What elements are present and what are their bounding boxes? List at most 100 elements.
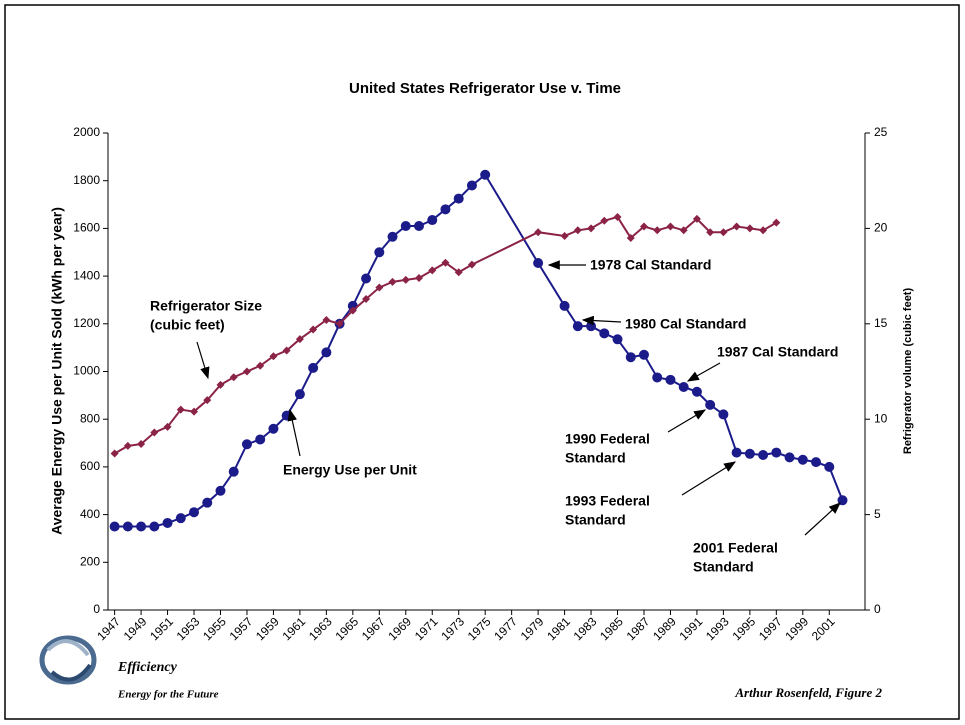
- point: [255, 434, 266, 445]
- y-tick-label: 600: [80, 459, 100, 473]
- y2-tick-label: 5: [874, 507, 881, 521]
- point: [599, 328, 610, 339]
- point: [401, 275, 410, 284]
- point: [719, 228, 728, 237]
- point: [216, 380, 225, 389]
- point: [163, 422, 172, 431]
- point: [559, 300, 570, 311]
- point: [666, 222, 675, 231]
- x-tick-label: 1953: [174, 614, 203, 643]
- point: [150, 428, 159, 437]
- point: [175, 513, 186, 524]
- point: [811, 457, 822, 468]
- annotation: Refrigerator Size: [150, 298, 262, 314]
- point: [771, 447, 782, 458]
- y-tick-label: 400: [80, 507, 100, 521]
- point: [679, 226, 688, 235]
- point: [587, 224, 596, 233]
- annotation: 1980 Cal Standard: [625, 316, 746, 332]
- y-tick-label: 1800: [73, 173, 100, 187]
- point: [348, 306, 357, 315]
- point: [718, 409, 729, 420]
- x-tick-label: 1979: [518, 614, 547, 643]
- annotation: Energy Use per Unit: [283, 462, 417, 478]
- point: [759, 226, 768, 235]
- x-tick-label: 1973: [438, 614, 467, 643]
- point: [228, 466, 239, 477]
- point: [784, 452, 795, 463]
- point: [322, 315, 331, 324]
- annotation: Standard: [565, 450, 626, 466]
- x-tick-label: 1971: [412, 614, 441, 643]
- y-tick-label: 2000: [73, 125, 100, 139]
- point: [626, 233, 635, 242]
- x-tick-label: 1949: [121, 614, 150, 643]
- point: [638, 349, 649, 360]
- point: [653, 226, 662, 235]
- point: [639, 222, 648, 231]
- point: [533, 257, 544, 268]
- annotation: 2001 Federal: [693, 540, 778, 556]
- point: [110, 449, 119, 458]
- x-tick-label: 1987: [624, 614, 653, 643]
- point: [123, 441, 132, 450]
- x-tick-label: 1995: [729, 614, 758, 643]
- chart-title: United States Refrigerator Use v. Time: [349, 80, 621, 97]
- point: [797, 454, 808, 465]
- point: [586, 321, 597, 332]
- annotation-arrow: [287, 408, 301, 457]
- point: [294, 389, 305, 400]
- series-line: [114, 173, 844, 528]
- y2-tick-label: 10: [874, 411, 888, 425]
- point: [612, 334, 623, 345]
- x-tick-label: 1961: [279, 614, 308, 643]
- y-tick-label: 800: [80, 411, 100, 425]
- x-tick-label: 1967: [359, 614, 388, 643]
- y-tick-label: 1400: [73, 268, 100, 282]
- y-tick-label: 1000: [73, 364, 100, 378]
- point: [136, 521, 147, 532]
- logo: [39, 635, 97, 685]
- point: [732, 222, 741, 231]
- point: [428, 266, 437, 275]
- point: [387, 231, 398, 242]
- point: [600, 216, 609, 225]
- y2-tick-label: 25: [874, 125, 888, 139]
- point: [256, 361, 265, 370]
- annotation-arrow: [667, 409, 707, 433]
- footer-credit: Arthur Rosenfeld, Figure 2: [734, 685, 882, 700]
- point: [162, 517, 173, 528]
- y-tick-label: 200: [80, 554, 100, 568]
- x-tick-label: 1947: [94, 614, 123, 643]
- x-tick-label: 1959: [253, 614, 282, 643]
- footer-brand: Efficiency: [117, 660, 178, 675]
- point: [282, 346, 291, 355]
- x-tick-label: 1985: [597, 614, 626, 643]
- y2-tick-label: 20: [874, 221, 888, 235]
- point: [454, 268, 463, 277]
- point: [480, 169, 491, 180]
- point: [560, 232, 569, 241]
- point: [772, 218, 781, 227]
- y-tick-label: 0: [93, 602, 100, 616]
- point: [573, 226, 582, 235]
- x-tick-label: 1977: [491, 614, 520, 643]
- point: [321, 347, 332, 358]
- point: [745, 224, 754, 233]
- point: [203, 396, 212, 405]
- annotation-arrow: [581, 315, 622, 326]
- point: [400, 221, 411, 232]
- point: [613, 212, 622, 221]
- point: [109, 521, 120, 532]
- point: [309, 325, 318, 334]
- y2-tick-label: 15: [874, 316, 888, 330]
- annotation: 1987 Cal Standard: [717, 344, 838, 360]
- point: [427, 215, 438, 226]
- x-tick-label: 1981: [544, 614, 573, 643]
- point: [295, 335, 304, 344]
- point: [269, 352, 278, 361]
- point: [241, 439, 252, 450]
- x-tick-label: 1991: [677, 614, 706, 643]
- y-tick-label: 1600: [73, 221, 100, 235]
